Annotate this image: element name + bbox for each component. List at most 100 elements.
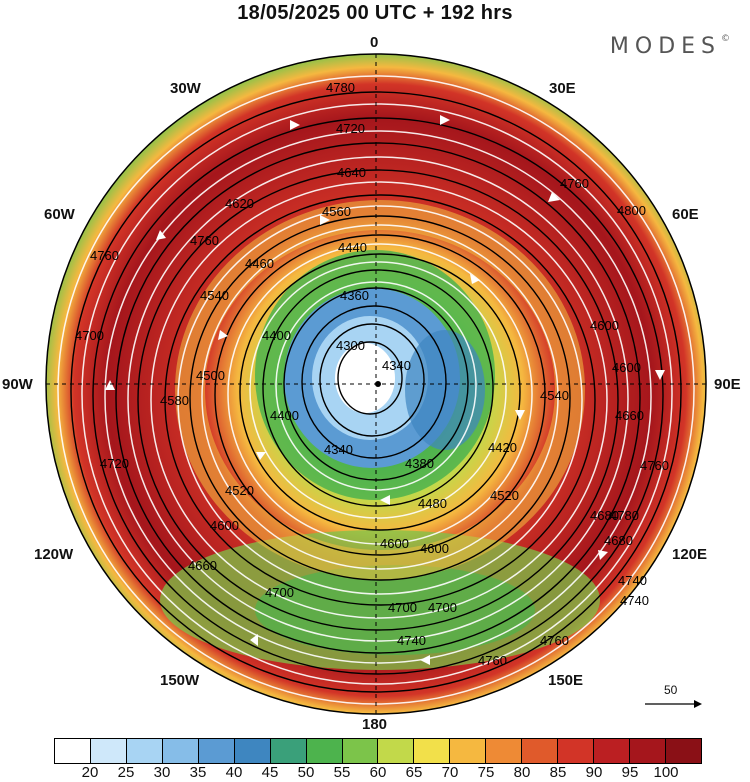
colorbar-tick-label: 80 <box>513 764 531 781</box>
contour-label: 4760 <box>190 233 219 248</box>
lon-label-30w: 30W <box>170 80 201 97</box>
lon-label-0: 0 <box>370 34 379 51</box>
contour-label: 4680 <box>604 533 633 548</box>
reference-vector-label: 50 <box>664 683 678 697</box>
colorbar-tick-label: 20 <box>81 764 99 781</box>
colorbar-tick-label: 75 <box>477 764 495 781</box>
lon-label-90w: 90W <box>2 376 33 393</box>
contour-label: 4600 <box>420 541 449 556</box>
contour-label: 4540 <box>540 388 569 403</box>
colorbar <box>54 738 702 764</box>
lon-label-150e: 150E <box>548 672 584 689</box>
contour-label: 4600 <box>380 536 409 551</box>
contour-label: 4740 <box>397 633 426 648</box>
contour-label: 4740 <box>618 573 647 588</box>
map-title: 18/05/2025 00 UTC + 192 hrs <box>237 2 513 24</box>
contour-label: 4760 <box>640 458 669 473</box>
contour-label: 4720 <box>336 121 365 136</box>
contour-label: 4560 <box>322 204 351 219</box>
contour-labels: 4780 4760 4720 4640 4620 4560 4440 4460 … <box>75 80 669 668</box>
contour-label: 4700 <box>265 585 294 600</box>
colorbar-tick-label: 45 <box>261 764 279 781</box>
colorbar-tick-label: 25 <box>117 764 135 781</box>
reference-vector-arrow <box>645 700 702 708</box>
colorbar-swatch <box>342 739 379 763</box>
contour-label: 4760 <box>540 633 569 648</box>
colorbar-swatch <box>558 739 595 763</box>
contour-label: 4300 <box>336 338 365 353</box>
colorbar-swatch <box>162 739 199 763</box>
lon-label-180: 180 <box>362 716 388 733</box>
colorbar-swatch <box>450 739 487 763</box>
colorbar-tick-label: 30 <box>153 764 171 781</box>
contour-label: 4340 <box>324 442 353 457</box>
colorbar-swatch <box>198 739 235 763</box>
contour-label: 4720 <box>100 456 129 471</box>
green-region-south-core <box>255 565 535 655</box>
contour-label: 4780 <box>610 508 639 523</box>
streamline-arrowheads <box>105 115 665 665</box>
colorbar-tick-label: 65 <box>405 764 423 781</box>
contour-label: 4440 <box>338 240 367 255</box>
contour-label: 4360 <box>340 288 369 303</box>
contour-label: 4700 <box>428 600 457 615</box>
colorbar-swatch <box>486 739 523 763</box>
colorbar-swatch <box>378 739 415 763</box>
contour-label: 4480 <box>418 496 447 511</box>
contour-label: 4540 <box>200 288 229 303</box>
contour-label: 4520 <box>490 488 519 503</box>
contour-label: 4520 <box>225 483 254 498</box>
contour-label: 4800 <box>617 203 646 218</box>
contour-label: 4340 <box>382 358 411 373</box>
contour-label: 4420 <box>488 440 517 455</box>
colorbar-swatch <box>630 739 666 763</box>
colorbar-swatch <box>90 739 127 763</box>
colorbar-swatch <box>270 739 307 763</box>
colorbar-tick-label: 60 <box>369 764 387 781</box>
colorbar-swatch <box>306 739 343 763</box>
colorbar-tick-label: 40 <box>225 764 243 781</box>
north-pole-marker <box>375 381 381 387</box>
colorbar-swatch <box>522 739 559 763</box>
contour-label: 4600 <box>590 318 619 333</box>
colorbar-ticks: 20 25 30 35 40 45 50 55 60 65 70 75 80 85 90 95 100 <box>54 764 702 782</box>
contour-label: 4780 <box>326 80 355 95</box>
contour-label: 4600 <box>210 518 239 533</box>
contour-label: 4680 <box>590 508 619 523</box>
modes-logo: MODES© <box>609 34 730 59</box>
lon-label-120w: 120W <box>34 546 74 563</box>
colorbar-tick-label: 90 <box>585 764 603 781</box>
contour-label: 4760 <box>90 248 119 263</box>
colorbar-tick-label: 85 <box>549 764 567 781</box>
wind-streamlines <box>57 75 695 705</box>
colorbar-tick-label: 55 <box>333 764 351 781</box>
polar-stereographic-map: 4780 4760 4720 4640 4620 4560 4440 4460 … <box>45 53 707 715</box>
contour-label: 4700 <box>75 328 104 343</box>
colorbar-swatch <box>234 739 271 763</box>
contour-label: 4740 <box>620 593 649 608</box>
lon-label-60e: 60E <box>672 206 699 223</box>
colorbar-swatch <box>414 739 451 763</box>
contour-label: 4760 <box>478 653 507 668</box>
contour-label: 4600 <box>612 360 641 375</box>
colorbar-tick-label: 35 <box>189 764 207 781</box>
colorbar-tick-label: 70 <box>441 764 459 781</box>
lon-label-150w: 150W <box>160 672 200 689</box>
vortex-white-core <box>335 343 395 413</box>
colorbar-swatch <box>126 739 163 763</box>
colorbar-swatch <box>665 739 701 763</box>
contour-label: 4380 <box>405 456 434 471</box>
lon-label-90e: 90E <box>714 376 741 393</box>
contour-label: 4500 <box>196 368 225 383</box>
contour-label: 4620 <box>225 196 254 211</box>
lon-label-120e: 120E <box>672 546 708 563</box>
contour-label: 4580 <box>160 393 189 408</box>
contour-label: 4660 <box>188 558 217 573</box>
contour-label: 4460 <box>245 256 274 271</box>
colorbar-tick-label: 50 <box>297 764 315 781</box>
colorbar-swatch <box>55 739 91 763</box>
colorbar-tick-label: 95 <box>621 764 639 781</box>
lon-label-60w: 60W <box>44 206 75 223</box>
contour-label: 4640 <box>337 165 366 180</box>
contour-label: 4700 <box>388 600 417 615</box>
